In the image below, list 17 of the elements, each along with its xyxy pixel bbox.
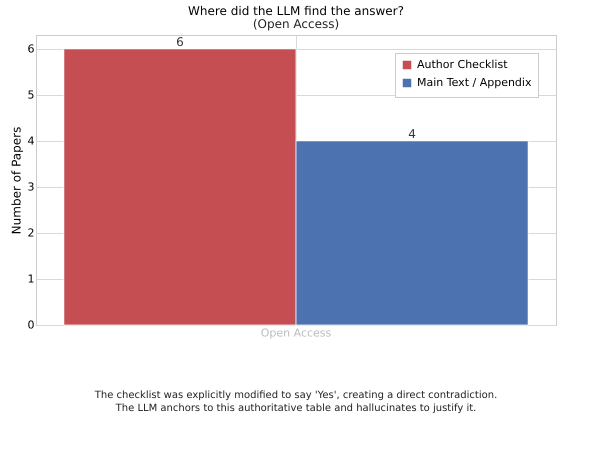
y-tick-label: 6 bbox=[28, 42, 34, 56]
y-tick-label: 5 bbox=[28, 88, 34, 102]
data-label: 4 bbox=[408, 126, 416, 141]
y-tick-label: 3 bbox=[28, 180, 34, 194]
legend-label: Main Text / Appendix bbox=[417, 76, 532, 89]
y-tick-label: 2 bbox=[28, 226, 34, 240]
text: The checklist was explicitly modified to say 'Yes', creating a direct contradiction. bbox=[94, 390, 498, 401]
chart-subtitle: (Open Access) bbox=[252, 17, 340, 31]
text: The LLM anchors to this authoritative table and hallucinates to justify it. bbox=[114, 403, 476, 414]
data-label: 6 bbox=[176, 34, 184, 49]
x-tick-label: Open Access bbox=[260, 326, 332, 340]
y-tick-label: 1 bbox=[28, 272, 34, 286]
chart-title: Where did the LLM find the answer? bbox=[188, 4, 404, 18]
y-tick-label: 0 bbox=[28, 318, 34, 332]
y-tick-label: 4 bbox=[28, 134, 34, 148]
y-axis-title: Number of Papers bbox=[10, 126, 24, 234]
legend-label: Author Checklist bbox=[417, 58, 508, 71]
